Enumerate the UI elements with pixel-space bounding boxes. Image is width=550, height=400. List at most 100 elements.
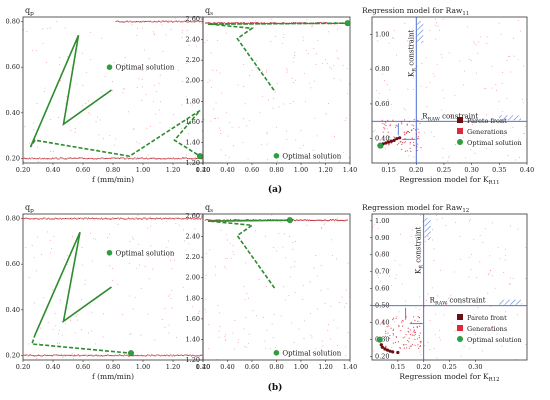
ridge-point	[150, 354, 153, 356]
ridge-point	[53, 158, 55, 160]
generation-point	[523, 133, 525, 134]
generation-point	[36, 162, 38, 164]
generation-point	[506, 60, 508, 62]
ridge-point	[120, 157, 122, 159]
generation-point	[42, 42, 44, 44]
ridge-point	[58, 354, 60, 356]
generation-point	[491, 65, 493, 67]
ridge-point	[31, 217, 33, 220]
generation-point	[262, 317, 264, 319]
generation-point	[484, 88, 486, 90]
generation-point	[426, 106, 428, 108]
generation-point	[418, 309, 420, 311]
ridge-point	[144, 217, 146, 219]
generation-point	[225, 268, 227, 269]
ridge-point	[116, 20, 118, 22]
ridge-point	[184, 20, 187, 22]
generation-point	[475, 44, 477, 46]
panel-a-qs: 0.20 0.40 0.60 0.80 1.00 1.20 1.401.201.401.60…	[186, 6, 358, 174]
generation-point	[192, 306, 194, 308]
generation-point	[283, 34, 285, 36]
generation-point	[481, 350, 483, 352]
generation-point	[472, 124, 474, 125]
generation-point	[315, 348, 317, 350]
generation-point	[33, 122, 35, 124]
generation-point	[327, 288, 329, 290]
ridge-point	[145, 157, 148, 159]
ridge-point	[242, 22, 244, 24]
ridge-point	[85, 217, 87, 219]
generation-point	[226, 32, 228, 34]
generation-point	[146, 127, 148, 129]
generation-point	[25, 247, 27, 249]
generation-point	[434, 313, 436, 315]
y-tick-label: 0.90	[375, 234, 389, 242]
ridge-point	[72, 355, 74, 357]
pareto-point	[395, 137, 399, 141]
ridge-point	[132, 21, 134, 23]
generation-point	[384, 335, 387, 337]
ridge-point	[77, 354, 79, 356]
ridge-point	[188, 217, 190, 220]
generation-point	[57, 343, 59, 345]
ridge-point	[107, 218, 109, 220]
generation-point	[454, 94, 456, 96]
ridge-point	[28, 157, 31, 159]
ridge-point	[240, 22, 242, 24]
generation-point	[226, 239, 228, 241]
generation-point	[266, 133, 268, 135]
generation-point	[96, 116, 98, 118]
optimization-path	[29, 34, 201, 158]
legend-swatch	[457, 117, 463, 123]
generation-point	[451, 322, 453, 324]
generation-point	[244, 299, 246, 301]
generation-point	[406, 124, 408, 126]
generation-point	[185, 249, 187, 251]
ridge-point	[193, 158, 195, 160]
ridge-point	[82, 218, 85, 220]
ridge-point	[182, 21, 184, 23]
generation-point	[390, 327, 392, 329]
generation-point	[346, 289, 348, 291]
ridge-point	[177, 217, 180, 219]
chart-title: Regression model for Raw11	[362, 6, 469, 17]
ridge-point	[157, 354, 159, 356]
generation-point	[439, 336, 441, 338]
ridge-point	[204, 219, 207, 221]
ridge-point	[42, 158, 45, 160]
generation-point	[247, 343, 249, 345]
ridge-point	[304, 219, 306, 221]
ridge-point	[194, 218, 196, 220]
ridge-point	[35, 355, 37, 357]
x-tick-label: 1.00	[294, 166, 308, 174]
generation-point	[42, 28, 44, 30]
generation-point	[36, 49, 38, 51]
generation-point	[317, 39, 319, 41]
ridge-point	[181, 218, 184, 220]
ridge-point	[103, 158, 105, 160]
ridge-point	[153, 218, 155, 220]
generation-point	[28, 343, 30, 345]
generation-point	[336, 50, 338, 52]
generation-point	[385, 125, 387, 127]
ridge-point	[151, 21, 153, 23]
generation-point	[186, 154, 188, 156]
ridge-point	[170, 218, 172, 220]
generation-point	[485, 228, 487, 230]
ridge-point	[171, 355, 173, 357]
annotation-label: Optimal solution	[282, 152, 341, 160]
generation-point	[395, 124, 397, 126]
generation-point	[282, 103, 284, 105]
ridge-point	[318, 219, 320, 221]
generation-point	[182, 229, 184, 231]
x-axis-label: Regression model for KR12	[399, 372, 499, 383]
generation-point	[129, 333, 131, 335]
generation-point	[517, 20, 519, 22]
generation-point	[207, 82, 209, 83]
y-tick-label: 1.20	[186, 159, 200, 167]
ridge-point	[109, 354, 112, 357]
pareto-point	[383, 347, 387, 351]
generation-point	[84, 279, 86, 281]
ridge-point	[174, 355, 176, 357]
generation-point	[401, 142, 404, 144]
